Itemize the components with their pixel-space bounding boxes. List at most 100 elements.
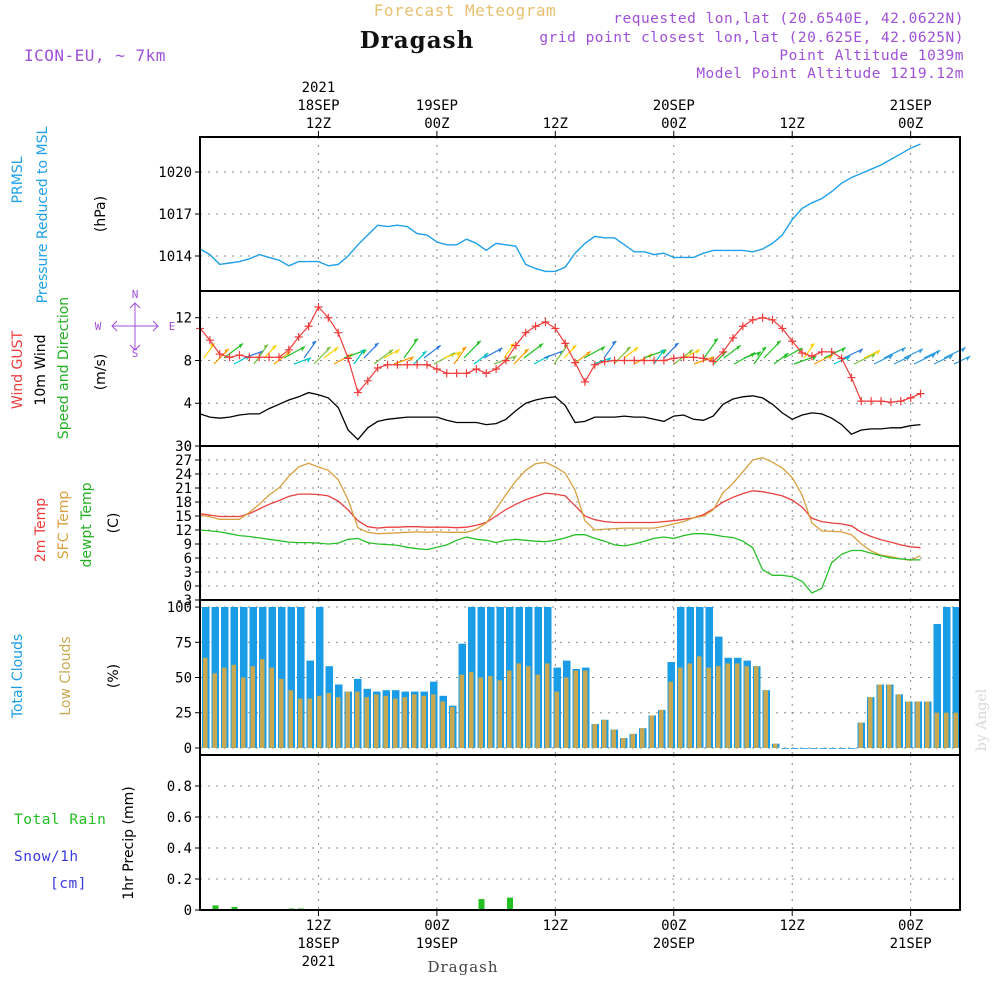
gust-marker: [561, 339, 570, 348]
gust-marker: [215, 350, 224, 359]
time-label-year: 2021: [302, 80, 336, 96]
wind-arrow-head: [436, 345, 441, 351]
low-clouds-bar: [279, 678, 284, 748]
low-clouds-bar: [383, 695, 388, 748]
dewpt-line: [199, 529, 921, 594]
low-clouds-bar: [269, 667, 274, 748]
gust-marker: [817, 347, 826, 356]
low-clouds-bar: [697, 656, 702, 748]
low-clouds-bar: [706, 667, 711, 748]
grid-point-coords: grid point closest lon,lat (20.625E, 42.…: [539, 30, 964, 46]
low-clouds-bar: [488, 676, 493, 748]
low-clouds-bar: [858, 722, 863, 748]
low-clouds-bar: [364, 697, 369, 748]
wind-arrow-head: [756, 351, 761, 357]
rain-bar: [231, 906, 238, 910]
point-altitude: Point Altitude 1039m: [779, 48, 964, 64]
requested-coords: requested lon,lat (20.6540E, 42.0622N): [613, 11, 964, 27]
low-clouds-bar: [583, 670, 588, 748]
y-tick-label: 4: [184, 396, 192, 412]
rain-bar: [507, 897, 513, 910]
low-clouds-bar: [431, 694, 436, 748]
gust-marker: [492, 365, 501, 374]
gust-marker: [423, 360, 432, 369]
low-clouds-bar: [288, 690, 293, 748]
y-tick-label: 0.8: [167, 779, 192, 795]
gust-marker: [482, 369, 491, 378]
wind-arrow-head: [961, 347, 966, 353]
wind-arrow-head: [871, 353, 876, 359]
panel-border: [199, 290, 961, 447]
pressure-label-2: Pressure Reduced to MSL: [35, 126, 51, 303]
y-tick-label: 3: [184, 565, 192, 581]
low-clouds-bar: [222, 667, 227, 748]
low-clouds-bar: [497, 680, 502, 748]
y-tick-label: 8: [184, 353, 192, 369]
gust-marker: [738, 322, 747, 331]
wind-arrow-head: [272, 345, 277, 351]
gust-marker: [886, 398, 895, 407]
time-label-date: 21SEP: [890, 98, 932, 114]
low-clouds-bar: [203, 657, 208, 748]
wind-arrow-head: [462, 346, 467, 352]
sfc-temp-label: SFC Temp: [56, 491, 72, 560]
low-clouds-bar: [649, 715, 654, 748]
low-clouds-bar: [478, 677, 483, 748]
gust-marker: [472, 365, 481, 374]
time-label-date: 21SEP: [890, 936, 932, 952]
low-clouds-bar: [564, 677, 569, 748]
wind-arrow-head: [263, 344, 268, 350]
low-clouds-bar: [773, 743, 778, 748]
gust-marker: [393, 360, 402, 369]
low-clouds-bar: [611, 729, 616, 748]
watermark: by Angel: [974, 688, 990, 751]
gust-marker: [265, 353, 274, 362]
low-clouds-bar: [934, 712, 939, 748]
low-clouds-bar: [678, 667, 683, 748]
gust-marker: [600, 357, 609, 366]
wind-arrow-head: [601, 346, 606, 352]
time-label-date: 19SEP: [416, 98, 458, 114]
wind-arrow-head: [736, 345, 741, 351]
panel-border: [199, 445, 961, 601]
time-label-hour: 12Z: [306, 918, 331, 934]
wind-arrow-head: [312, 340, 317, 346]
gust-marker: [403, 360, 412, 369]
time-label-hour: 00Z: [424, 116, 449, 132]
compass-arrows: [111, 302, 159, 351]
gust-marker: [857, 397, 866, 406]
wind-arrow-head: [776, 340, 781, 346]
low-clouds-bar: [621, 738, 626, 748]
gust-marker: [877, 397, 886, 406]
time-label-hour: 12Z: [780, 918, 805, 934]
panel-border: [199, 754, 961, 911]
time-label-date: 18SEP: [297, 98, 339, 114]
wind-arrow-head: [858, 348, 863, 354]
total-clouds-bar: [933, 624, 941, 748]
wind-arrow-head: [476, 340, 481, 346]
wind-arrow-head: [901, 347, 906, 353]
wind-line: [199, 391, 921, 441]
gust-marker: [571, 358, 580, 367]
low-clouds-bar: [887, 684, 892, 748]
wind-arrow-head: [876, 350, 881, 356]
total-clouds-bar: [943, 607, 951, 748]
wind-units: (m/s): [93, 354, 109, 391]
temp2m-label: 2m Temp: [33, 498, 49, 562]
y-tick-label: 1020: [158, 165, 192, 181]
gust-marker: [205, 336, 214, 345]
low-clouds-bar: [754, 666, 759, 748]
low-clouds-bar: [507, 670, 512, 748]
low-clouds-bar: [355, 691, 360, 748]
total-clouds-bar: [240, 607, 248, 748]
low-clouds-bar: [260, 659, 265, 748]
low-clouds-bar: [640, 728, 645, 748]
wind-arrow-head: [906, 356, 911, 362]
low-clouds-bar: [516, 663, 521, 748]
gust-marker: [758, 313, 767, 322]
low-clouds-bar: [944, 712, 949, 748]
gust-marker: [551, 324, 560, 333]
pressure-label-1: PRMSL: [10, 156, 26, 203]
wind-dir-label: Speed and Direction: [56, 297, 72, 439]
low-clouds-bar: [925, 701, 930, 748]
